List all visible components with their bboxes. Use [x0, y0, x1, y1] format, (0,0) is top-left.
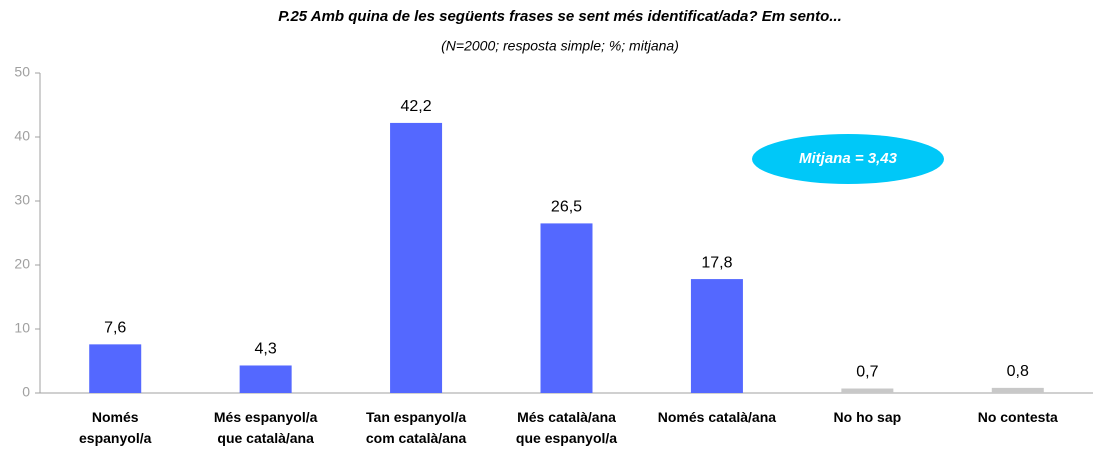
- x-tick-label: No ho sap: [834, 409, 902, 425]
- bar: [239, 365, 292, 393]
- x-tick-label-line: que espanyol/a: [516, 430, 617, 446]
- bar: [690, 279, 743, 393]
- value-label: 0,8: [1007, 363, 1029, 380]
- y-tick-label: 50: [14, 64, 30, 80]
- value-label: 26,5: [551, 199, 582, 216]
- value-label: 0,7: [856, 364, 878, 381]
- x-tick-label-line: Més espanyol/a: [214, 409, 318, 425]
- value-label: 17,8: [701, 254, 732, 271]
- y-tick-label: 40: [14, 128, 30, 144]
- y-tick-label: 20: [14, 256, 30, 272]
- x-tick-label-line: Només: [92, 409, 139, 425]
- x-tick-label-line: com català/ana: [366, 430, 467, 446]
- bar: [390, 122, 443, 394]
- x-tick-label: No contesta: [978, 409, 1058, 425]
- chart-subtitle: (N=2000; resposta simple; %; mitjana): [441, 38, 679, 54]
- x-tick-label: Només català/ana: [658, 409, 776, 425]
- value-label: 4,3: [255, 341, 277, 358]
- annotation-bubble: [752, 134, 944, 184]
- chart-title: P.25 Amb quina de les següents frases se…: [278, 8, 842, 25]
- bar: [991, 387, 1044, 393]
- x-tick-label-line: Tan espanyol/a: [366, 409, 466, 425]
- x-tick-label: Més espanyol/a que català/ana: [214, 409, 318, 446]
- x-tick-label: Només espanyol/a: [79, 409, 152, 446]
- bar: [89, 344, 142, 393]
- y-tick-label: 10: [14, 320, 30, 336]
- x-tick-label-line: Només català/ana: [658, 409, 776, 425]
- x-tick-label: Tan espanyol/a com català/ana: [366, 409, 467, 446]
- value-label: 42,2: [401, 98, 432, 115]
- bar: [841, 388, 894, 393]
- bar: [540, 223, 593, 393]
- annotation: Mitjana = 3,43: [799, 150, 898, 167]
- x-tick-label-line: Més català/ana: [517, 409, 616, 425]
- x-tick-label-line: espanyol/a: [79, 430, 152, 446]
- x-tick-label-line: que català/ana: [217, 430, 314, 446]
- y-tick-label: 30: [14, 192, 30, 208]
- x-tick-label-line: No contesta: [978, 409, 1058, 425]
- x-tick-label-line: No ho sap: [834, 409, 902, 425]
- x-tick-label: Més català/ana que espanyol/a: [516, 409, 617, 446]
- value-label: 7,6: [104, 320, 126, 337]
- y-tick-label: 0: [22, 384, 30, 400]
